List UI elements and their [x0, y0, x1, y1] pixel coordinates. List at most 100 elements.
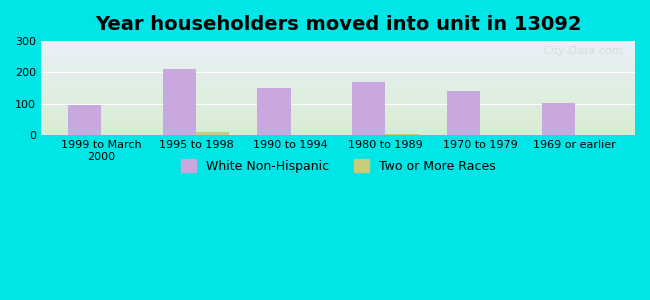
Bar [541, 103, 575, 135]
Bar [41, 116, 635, 117]
Bar [41, 56, 635, 57]
Bar [41, 108, 635, 109]
Bar [41, 42, 635, 43]
Bar [41, 124, 635, 125]
Bar [41, 128, 635, 129]
Bar [41, 51, 635, 52]
Bar [41, 54, 635, 55]
Bar [41, 130, 635, 131]
Title: Year householders moved into unit in 13092: Year householders moved into unit in 130… [95, 15, 581, 34]
Bar [41, 131, 635, 132]
Bar [41, 90, 635, 91]
Bar [41, 43, 635, 44]
Bar [41, 115, 635, 116]
Bar [41, 88, 635, 89]
Bar [41, 97, 635, 98]
Bar [41, 60, 635, 61]
Bar [41, 93, 635, 94]
Bar [41, 129, 635, 130]
Bar [41, 113, 635, 114]
Bar [41, 47, 635, 48]
Bar [41, 79, 635, 80]
Bar [41, 87, 635, 88]
Bar [41, 89, 635, 90]
Bar [41, 77, 635, 78]
Bar [41, 78, 635, 79]
Bar [352, 82, 385, 135]
Bar [41, 59, 635, 60]
Bar [257, 88, 291, 135]
Bar [41, 120, 635, 121]
Bar [41, 52, 635, 53]
Bar [41, 69, 635, 70]
Bar [41, 64, 635, 65]
Bar [41, 75, 635, 76]
Bar [41, 85, 635, 86]
Bar [575, 134, 608, 135]
Bar [41, 70, 635, 71]
Bar [41, 106, 635, 107]
Bar [41, 84, 635, 85]
Bar [41, 121, 635, 122]
Bar [41, 46, 635, 47]
Bar [68, 105, 101, 135]
Bar [41, 123, 635, 124]
Bar [41, 74, 635, 75]
Bar [41, 101, 635, 102]
Bar [41, 102, 635, 103]
Bar [41, 41, 635, 42]
Text: City-Data.com: City-Data.com [543, 46, 623, 56]
Bar [41, 95, 635, 96]
Bar [41, 63, 635, 64]
Bar [41, 71, 635, 72]
Bar [41, 62, 635, 63]
Bar [162, 69, 196, 135]
Bar [41, 67, 635, 68]
Bar [41, 49, 635, 50]
Bar [41, 118, 635, 119]
Bar [41, 112, 635, 113]
Bar [41, 107, 635, 108]
Bar [41, 65, 635, 66]
Bar [41, 99, 635, 100]
Bar [41, 98, 635, 99]
Bar [41, 76, 635, 77]
Bar [41, 103, 635, 104]
Bar [41, 82, 635, 83]
Bar [41, 81, 635, 82]
Bar [41, 45, 635, 46]
Bar [41, 133, 635, 134]
Bar [41, 122, 635, 123]
Bar [41, 126, 635, 127]
Bar [41, 119, 635, 120]
Bar [41, 73, 635, 74]
Bar [41, 109, 635, 110]
Legend: White Non-Hispanic, Two or More Races: White Non-Hispanic, Two or More Races [176, 154, 500, 178]
Bar [41, 83, 635, 84]
Bar [41, 110, 635, 111]
Bar [41, 117, 635, 118]
Bar [41, 50, 635, 51]
Bar [41, 55, 635, 56]
Bar [41, 44, 635, 45]
Bar [41, 48, 635, 49]
Bar [41, 68, 635, 69]
Bar [41, 105, 635, 106]
Bar [41, 114, 635, 115]
Bar [447, 91, 480, 135]
Bar [41, 72, 635, 73]
Bar [41, 57, 635, 58]
Bar [41, 53, 635, 54]
Bar [41, 96, 635, 97]
Bar [41, 125, 635, 126]
Bar [41, 86, 635, 87]
Bar [41, 104, 635, 105]
Bar [41, 111, 635, 112]
Bar [41, 66, 635, 67]
Bar [196, 132, 229, 135]
Bar [41, 80, 635, 81]
Bar [41, 132, 635, 133]
Bar [385, 134, 419, 135]
Bar [41, 61, 635, 62]
Bar [41, 92, 635, 93]
